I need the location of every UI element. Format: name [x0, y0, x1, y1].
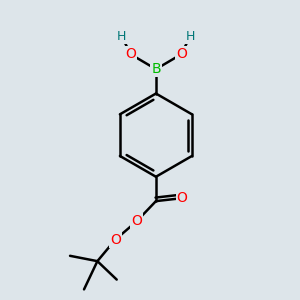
Text: H: H: [185, 30, 195, 43]
Text: O: O: [131, 214, 142, 228]
Text: O: O: [125, 47, 136, 61]
Text: O: O: [176, 47, 187, 61]
Text: O: O: [177, 191, 188, 205]
Text: O: O: [110, 233, 121, 247]
Text: B: B: [151, 62, 161, 76]
Text: H: H: [117, 30, 127, 43]
